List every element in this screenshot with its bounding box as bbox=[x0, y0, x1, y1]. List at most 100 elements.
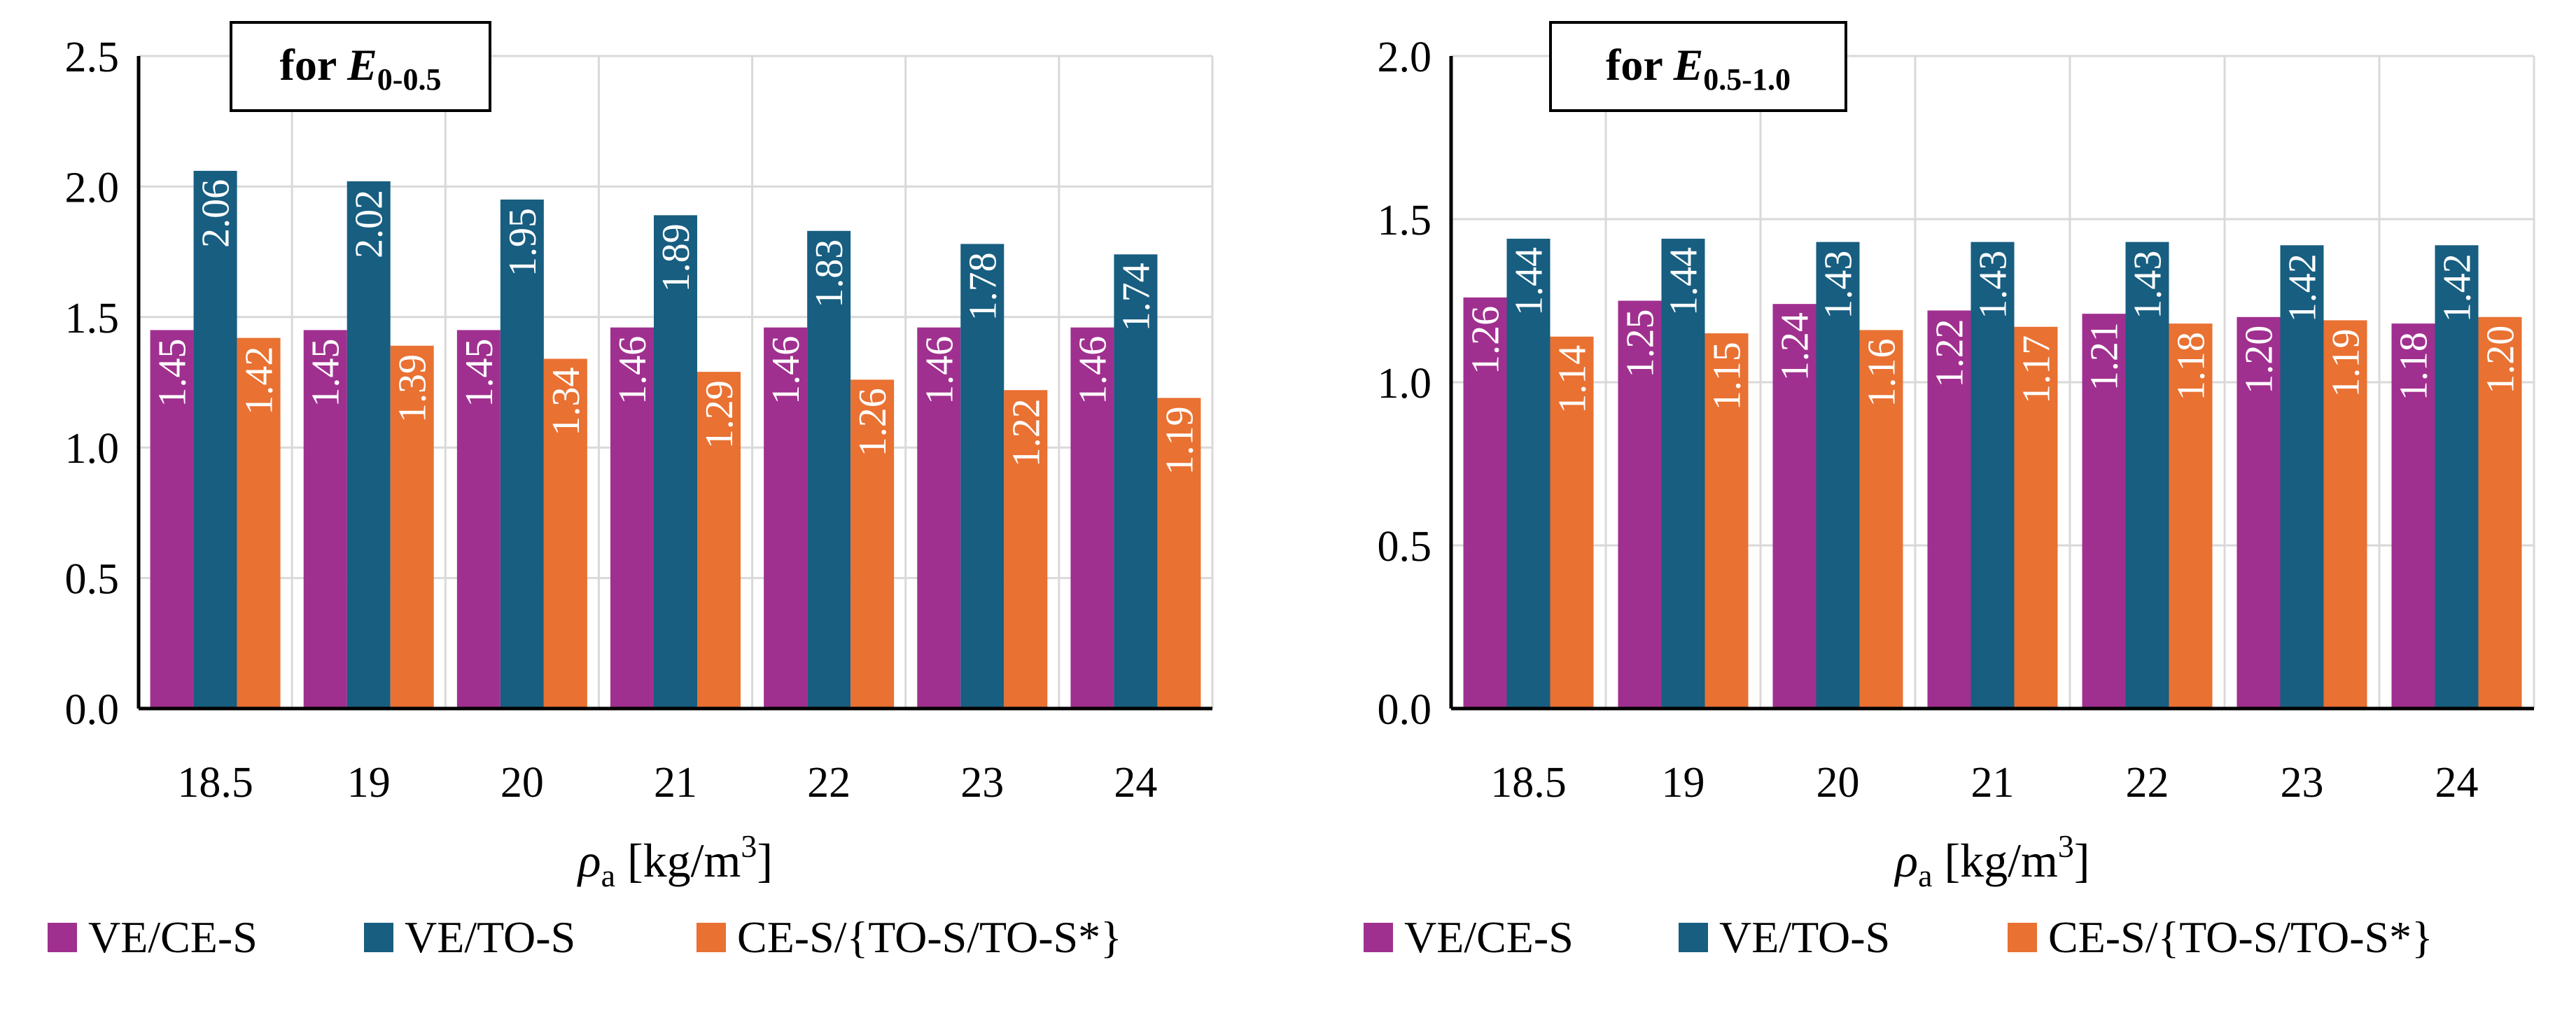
bar-VE/CE-S bbox=[150, 330, 194, 709]
data-label: 1.29 bbox=[698, 380, 741, 449]
bar-VE/CE-S bbox=[1772, 304, 1816, 709]
x-tick-label: 22 bbox=[2126, 759, 2169, 807]
x-tick-label: 21 bbox=[1971, 759, 2015, 807]
bar-CE-S/{TO-S/TO-S*} bbox=[2478, 316, 2522, 709]
y-tick-label: 0.5 bbox=[1378, 523, 1432, 571]
data-label: 1.22 bbox=[1004, 398, 1048, 467]
bar-CE-S/{TO-S/TO-S*} bbox=[543, 358, 587, 709]
bar-VE/CE-S bbox=[2236, 316, 2281, 709]
chart-2: 0.00.51.01.52.01.26 1.25 1.24 1.22 1.21 1.20 1… bbox=[1364, 21, 2535, 962]
x-axis-title: ρa [kg/m3] bbox=[1893, 828, 2090, 893]
data-label: 1.20 bbox=[2238, 326, 2281, 394]
data-label: 1.19 bbox=[2325, 328, 2368, 397]
y-tick-label: 2.0 bbox=[65, 164, 120, 211]
bar-VE/CE-S bbox=[764, 327, 808, 709]
bar-VE/TO-S bbox=[807, 230, 851, 709]
bar-VE/TO-S bbox=[500, 200, 544, 709]
chart-1: 0.00.51.01.52.02.51.45 1.45 1.45 1.46 1.46 1.… bbox=[48, 21, 1214, 962]
data-label: 1.42 bbox=[2281, 253, 2325, 322]
data-label: 1.16 bbox=[1861, 338, 1904, 407]
data-label: 1.25 bbox=[1619, 309, 1662, 378]
data-label: 1.44 bbox=[1508, 247, 1551, 316]
x-tick-label: 18.5 bbox=[1490, 759, 1567, 807]
x-tick-label: 20 bbox=[1816, 759, 1860, 807]
bar-CE-S/{TO-S/TO-S*} bbox=[1550, 336, 1594, 709]
data-label: 1.18 bbox=[2170, 332, 2213, 400]
x-tick-label: 24 bbox=[1114, 759, 1157, 807]
data-label: 1.19 bbox=[1158, 406, 1201, 475]
bar-VE/CE-S bbox=[1927, 310, 1971, 709]
y-tick-label: 1.5 bbox=[65, 295, 120, 342]
data-label: 1.74 bbox=[1114, 263, 1158, 331]
x-tick-label: 20 bbox=[500, 759, 544, 807]
bar-CE-S/{TO-S/TO-S*} bbox=[1004, 390, 1048, 709]
y-tick-label: 2.0 bbox=[1378, 34, 1432, 81]
bar-VE/CE-S bbox=[1070, 327, 1114, 709]
bar-VE/TO-S bbox=[1661, 238, 1705, 709]
bar-CE-S/{TO-S/TO-S*} bbox=[1704, 333, 1749, 709]
data-label: 1.42 bbox=[2436, 253, 2479, 322]
data-label: 1.89 bbox=[654, 223, 698, 292]
data-label: 2.02 bbox=[348, 190, 391, 258]
data-label: 1.83 bbox=[808, 239, 851, 308]
data-label: 1.24 bbox=[1774, 312, 1817, 381]
legend-label: VE/CE-S bbox=[88, 912, 258, 962]
bar-VE/CE-S bbox=[2391, 323, 2435, 709]
legend-swatch bbox=[364, 923, 393, 952]
data-label: 1.46 bbox=[611, 336, 654, 405]
bar-VE/TO-S bbox=[1114, 254, 1158, 709]
y-tick-label: 0.0 bbox=[65, 686, 120, 734]
bar-CE-S/{TO-S/TO-S*} bbox=[237, 337, 281, 709]
bar-VE/CE-S bbox=[303, 330, 347, 709]
bar-VE/CE-S bbox=[1463, 297, 1507, 709]
bar-VE/TO-S bbox=[960, 244, 1004, 709]
legend-label: CE-S/{TO-S/TO-S*} bbox=[737, 912, 1122, 962]
data-label: 1.46 bbox=[764, 336, 808, 405]
bar-VE/TO-S bbox=[654, 215, 697, 709]
x-tick-label: 22 bbox=[807, 759, 850, 807]
legend-label: VE/TO-S bbox=[1719, 912, 1890, 962]
data-label: 1.22 bbox=[1928, 319, 1972, 387]
y-tick-label: 2.5 bbox=[65, 34, 120, 81]
x-tick-label: 19 bbox=[1662, 759, 1705, 807]
bar-CE-S/{TO-S/TO-S*} bbox=[2169, 323, 2213, 709]
data-label: 1.20 bbox=[2479, 326, 2523, 394]
bar-CE-S/{TO-S/TO-S*} bbox=[2323, 320, 2367, 709]
x-axis-title: ρa [kg/m3] bbox=[577, 828, 773, 893]
bar-CE-S/{TO-S/TO-S*} bbox=[390, 345, 434, 709]
y-tick-label: 1.0 bbox=[1378, 360, 1432, 407]
data-label: 1.42 bbox=[238, 347, 281, 415]
bar-CE-S/{TO-S/TO-S*} bbox=[850, 379, 895, 709]
bar-CE-S/{TO-S/TO-S*} bbox=[1157, 398, 1201, 709]
data-label: 1.78 bbox=[961, 252, 1004, 321]
x-tick-label: 23 bbox=[960, 759, 1004, 807]
title-box bbox=[1549, 21, 1847, 112]
data-label: 1.43 bbox=[1817, 251, 1861, 319]
x-tick-label: 19 bbox=[347, 759, 391, 807]
x-tick-label: 18.5 bbox=[177, 759, 253, 807]
y-tick-label: 0.0 bbox=[1378, 686, 1432, 734]
legend-label: CE-S/{TO-S/TO-S*} bbox=[2048, 912, 2433, 962]
bar-CE-S/{TO-S/TO-S*} bbox=[1859, 330, 1903, 709]
legend-swatch bbox=[2008, 923, 2037, 952]
bar-VE/TO-S bbox=[1506, 238, 1550, 709]
bar-VE/TO-S bbox=[2280, 245, 2324, 709]
x-tick-label: 24 bbox=[2435, 759, 2479, 807]
y-tick-label: 1.0 bbox=[65, 425, 120, 473]
bar-VE/TO-S bbox=[2125, 242, 2169, 709]
bar-VE/CE-S bbox=[610, 327, 654, 709]
data-label: 2.06 bbox=[195, 179, 238, 248]
x-tick-label: 23 bbox=[2281, 759, 2324, 807]
bar-VE/TO-S bbox=[1970, 242, 2015, 709]
data-label: 1.46 bbox=[918, 336, 961, 405]
legend-swatch bbox=[48, 923, 77, 952]
data-label: 1.34 bbox=[545, 367, 588, 435]
bar-VE/TO-S bbox=[193, 171, 237, 709]
bar-VE/CE-S bbox=[456, 330, 500, 709]
bar-VE/CE-S bbox=[917, 327, 961, 709]
y-tick-label: 1.5 bbox=[1378, 197, 1432, 244]
data-label: 1.43 bbox=[2127, 251, 2170, 319]
bar-VE/CE-S bbox=[2082, 314, 2126, 709]
chart-title: for E0.5-1.0 bbox=[1606, 40, 1791, 97]
data-label: 1.18 bbox=[2393, 332, 2436, 400]
